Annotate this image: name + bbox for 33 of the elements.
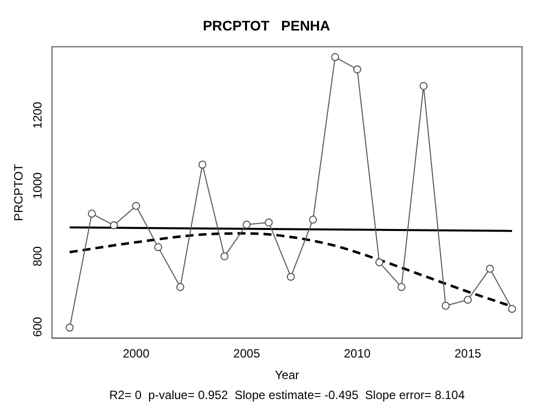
point bbox=[264, 218, 273, 226]
text: R2= 0 p-value= 0.952 Slope estimate= -0.495 Slope error= 8.104 bbox=[109, 388, 466, 402]
point bbox=[110, 221, 118, 230]
x-tick-label: 2005 bbox=[233, 346, 260, 361]
point bbox=[242, 220, 251, 229]
point bbox=[220, 252, 229, 260]
point bbox=[353, 65, 362, 74]
point bbox=[375, 258, 384, 266]
point bbox=[508, 304, 516, 313]
point bbox=[308, 216, 317, 224]
x-tick-label: 2015 bbox=[454, 346, 482, 361]
x-tick-label: 2010 bbox=[344, 346, 371, 361]
point bbox=[154, 243, 162, 252]
chart-title: PRCPTOT PENHA bbox=[202, 17, 330, 34]
point bbox=[331, 53, 340, 62]
point bbox=[464, 296, 472, 304]
point bbox=[198, 160, 206, 169]
y-tick-label: 1200 bbox=[30, 102, 44, 129]
y-axis-title: PRCPTOT bbox=[12, 163, 26, 222]
x-axis-title: Year bbox=[274, 368, 300, 382]
point bbox=[397, 283, 406, 292]
point bbox=[420, 82, 428, 90]
y-tick-label: 600 bbox=[30, 316, 44, 337]
point bbox=[132, 202, 140, 210]
y-tick-label: 800 bbox=[30, 246, 44, 266]
point bbox=[486, 264, 494, 273]
point bbox=[88, 210, 96, 218]
y-tick-label: 1000 bbox=[30, 172, 44, 200]
x-tick-label: 2000 bbox=[122, 346, 150, 361]
point bbox=[442, 302, 450, 310]
point bbox=[176, 283, 184, 292]
point bbox=[286, 272, 295, 281]
point bbox=[66, 324, 74, 332]
